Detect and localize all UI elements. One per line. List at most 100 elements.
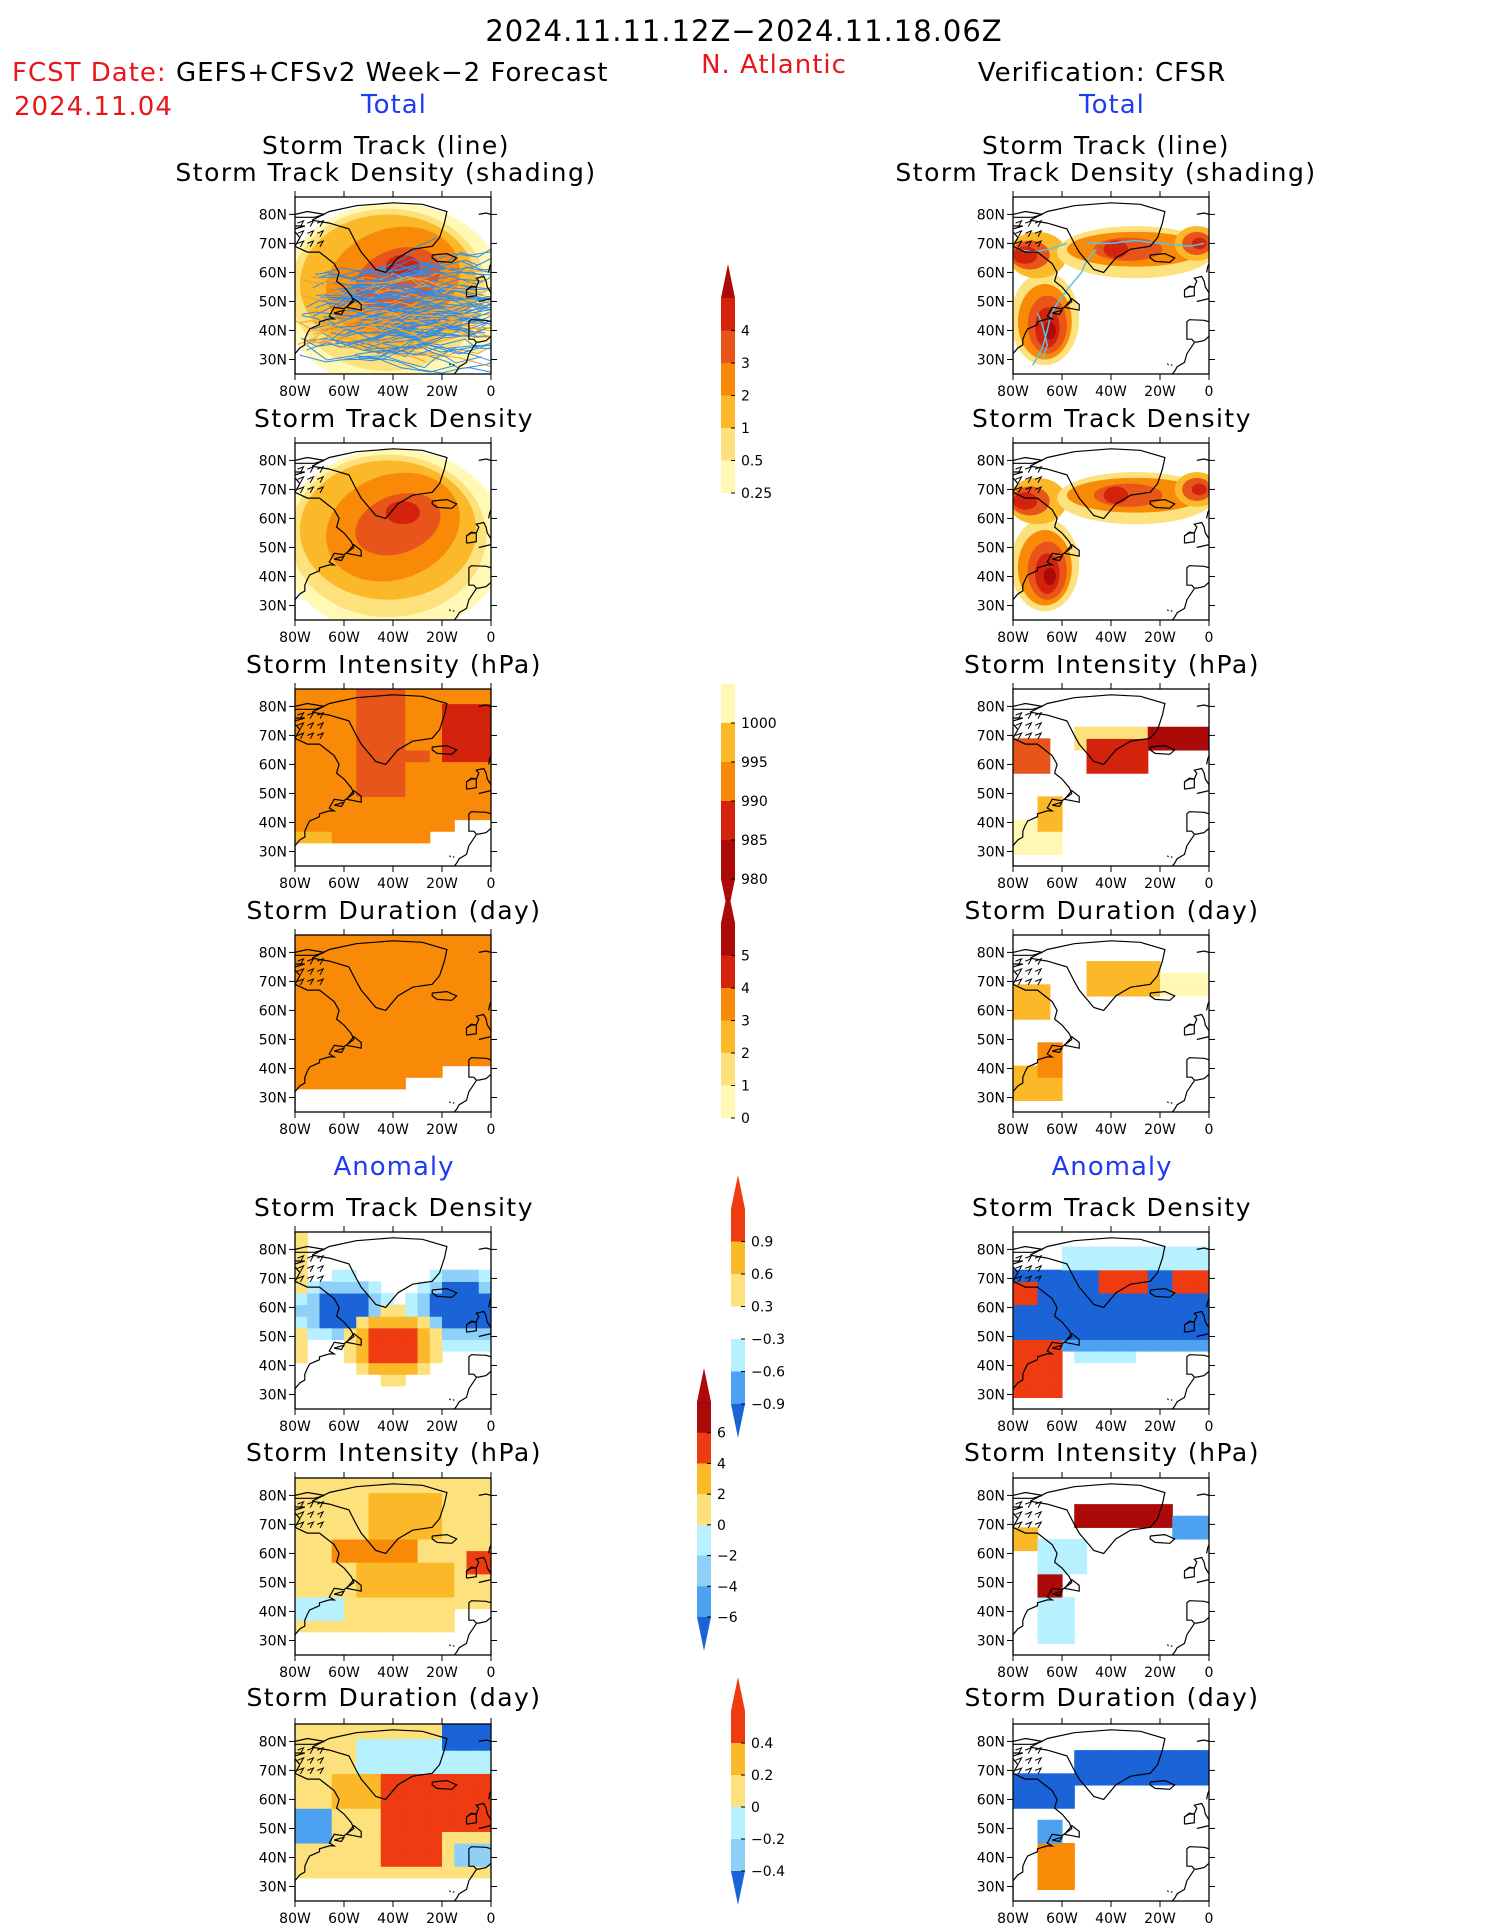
grid-cell: [478, 1726, 491, 1740]
grid-cell: [478, 1019, 491, 1032]
coastline: [295, 702, 325, 710]
colorbar-tip: [731, 1677, 745, 1711]
coastline: [1015, 475, 1023, 484]
grid-cell: [368, 1761, 382, 1774]
grid-cell: [417, 1808, 431, 1821]
coastlines: [295, 448, 491, 620]
grid-cell: [295, 1515, 308, 1528]
grid-cell: [1135, 1504, 1149, 1517]
lat-tick-label: 40N: [259, 815, 287, 831]
grid-cell: [1172, 738, 1186, 751]
lat-tick-label: 30N: [259, 1090, 287, 1106]
grid-cell: [405, 935, 419, 939]
grid-cell: [307, 691, 321, 705]
grid-cell: [356, 1030, 370, 1043]
grid-cell: [1049, 1350, 1063, 1364]
map-field: [295, 202, 491, 374]
grid-cell: [344, 796, 357, 809]
coastline: [311, 1729, 448, 1801]
grid-cell: [1135, 761, 1149, 774]
grid-cell: [442, 715, 455, 728]
grid-cell: [368, 1065, 382, 1078]
coastline: [478, 212, 491, 215]
grid-cell: [295, 1327, 308, 1340]
grid-cell: [454, 1831, 468, 1844]
grid-cell: [1037, 807, 1051, 821]
lat-tick-label: 80N: [977, 453, 1005, 469]
grid-cell: [1074, 1538, 1088, 1552]
grid-cell: [344, 1773, 357, 1786]
grid-cell: [1049, 1538, 1063, 1552]
grid-cell: [1062, 1339, 1075, 1352]
grid-cell: [417, 1796, 431, 1809]
grid-cell: [356, 1053, 370, 1067]
grid-cell: [331, 1854, 345, 1867]
grid-cell: [405, 1065, 419, 1078]
grid-cell: [417, 1316, 431, 1329]
grid-cell: [1086, 1761, 1100, 1774]
grid-cell: [368, 773, 382, 786]
grid-cell: [478, 703, 491, 716]
grid-cell: [295, 1232, 308, 1236]
grid-cell: [368, 703, 382, 716]
grid-cell: [1135, 1339, 1149, 1352]
grid-cell: [466, 1738, 480, 1751]
grid-cell: [356, 1842, 370, 1856]
grid-cell: [442, 1724, 455, 1728]
grid-cell: [405, 1831, 419, 1844]
grid-cell: [417, 691, 431, 705]
grid-cell: [1062, 1316, 1075, 1329]
grid-cell: [1123, 1515, 1137, 1528]
grid-cell: [1013, 1527, 1026, 1540]
coastline: [334, 1836, 346, 1843]
storm-track-line: [349, 271, 491, 285]
lat-tick-label: 80N: [259, 699, 287, 715]
coastline: [1149, 1533, 1176, 1544]
grid-cell: [442, 1808, 455, 1821]
coastline: [1166, 1398, 1169, 1401]
coastline: [311, 202, 448, 274]
grid-cell: [344, 1504, 357, 1517]
coastline: [1015, 1521, 1023, 1529]
storm-track-line: [391, 317, 491, 339]
grid-cell: [478, 761, 491, 774]
lon-tick-label: 60W: [328, 1665, 360, 1681]
grid-cell: [356, 1339, 370, 1352]
grid-cell: [380, 796, 394, 809]
grid-cell: [454, 1866, 468, 1879]
grid-cell: [368, 689, 382, 693]
grid-cell: [393, 1842, 406, 1856]
grid-cell: [344, 1866, 357, 1879]
coastline: [431, 1533, 458, 1544]
coastline: [478, 704, 491, 707]
coastline: [1015, 1264, 1023, 1273]
grid-cell: [331, 1761, 345, 1774]
colorbar-swatch: [697, 1463, 711, 1495]
grid-cell: [1086, 972, 1100, 985]
grid-cell: [380, 1515, 394, 1528]
grid-cell: [319, 1866, 333, 1879]
grid-cell: [478, 995, 491, 1009]
grid-cell: [393, 1761, 406, 1774]
grid-cell: [1025, 1088, 1039, 1101]
grid-cell: [429, 1304, 443, 1317]
grid-cell: [454, 1726, 468, 1740]
shading-contour: [1043, 567, 1056, 586]
grid-cell: [1013, 984, 1026, 997]
grid-cell: [466, 1339, 480, 1352]
grid-cell: [1025, 995, 1039, 1009]
grid-cell: [356, 1750, 370, 1763]
grid-cell: [393, 1585, 406, 1598]
grid-cell: [1037, 749, 1051, 763]
colorbar-label: 0.9: [751, 1235, 773, 1251]
colorbar-swatch: [731, 1209, 745, 1242]
grid-cell: [344, 1019, 357, 1032]
coastline: [295, 1266, 355, 1409]
grid-cell: [1147, 961, 1161, 974]
grid-cell: [429, 1007, 443, 1020]
grid-cell: [417, 1854, 431, 1867]
grid-cell: [1135, 1269, 1149, 1282]
grid-cell: [405, 1030, 419, 1043]
coastline: [1170, 856, 1173, 858]
